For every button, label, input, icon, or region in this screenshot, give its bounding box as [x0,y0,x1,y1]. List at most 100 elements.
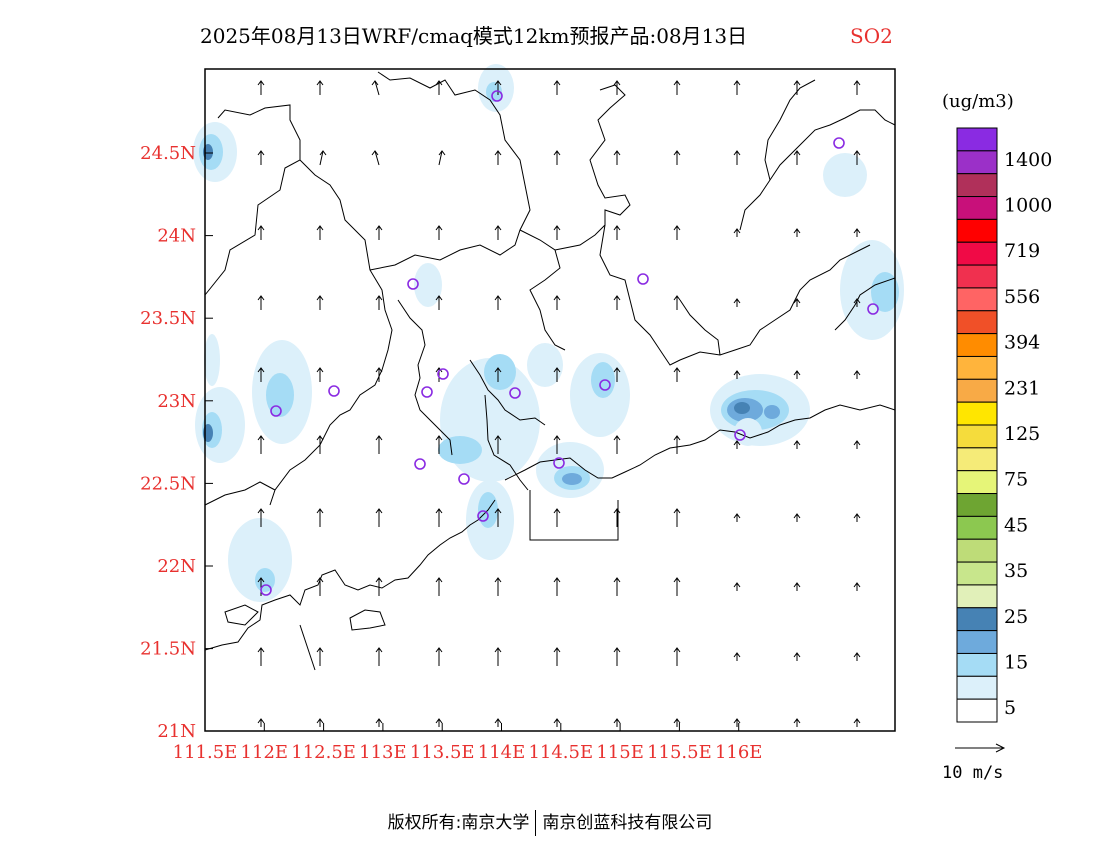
wind-arrow-head [375,295,383,301]
wind-arrow-head [435,367,443,373]
wind-arrow-head [613,647,621,653]
wind-arrow-head [553,577,561,583]
legend-label: 1400 [1004,149,1052,171]
x-tick-label: 112.5E [291,742,356,763]
wind-arrow-head [435,647,443,653]
x-tick-label: 115.5E [647,742,712,763]
wind-arrow-head [793,652,801,658]
wind-arrow-head [494,577,502,583]
wind-arrow-head [553,150,561,156]
wind-arrow-head [435,718,443,724]
wind-arrow-head [494,508,502,514]
y-axis: 24.5N 24N 23.5N 23N 22.5N 22N 21.5N 21N [140,143,213,742]
legend-swatch [956,538,998,563]
legend-colorbar [956,127,998,723]
wind-arrow-head [793,80,801,86]
y-tick-label: 22N [157,556,196,577]
circle-marker-icon [421,386,433,398]
wind-arrow-head [613,435,621,441]
wind-arrow-head [853,513,861,519]
wind-arrow-head [257,647,265,653]
circle-marker-icon [414,458,426,470]
x-tick-label: 112E [241,742,289,763]
wind-arrow-head [673,80,681,86]
legend-swatch [956,355,998,380]
wind-arrow-head [733,80,741,86]
wind-arrow-head [494,718,502,724]
circle-marker-icon [328,385,340,397]
wind-arrow-head [319,150,327,156]
wind-arrow-head [438,150,446,156]
concentration-field [193,64,904,602]
circle-marker-icon [407,278,419,290]
wind-arrow-head [435,295,443,301]
copyright-prefix: 版权所有: [387,813,462,833]
wind-arrow-head [613,367,621,373]
circle-marker-icon [270,405,282,417]
wind-arrow-head [853,582,861,588]
wind-arrow-head [613,150,621,156]
wind-arrow-head [733,582,741,588]
legend-swatch [956,675,998,700]
wind-arrow-head [257,367,265,373]
wind-arrow [374,80,380,96]
legend-swatch [956,127,998,152]
legend-swatch [956,218,998,243]
wind-arrow-head [793,582,801,588]
circle-marker-icon [260,584,272,596]
legend-swatch [956,150,998,175]
legend-swatch [956,607,998,632]
wind-arrow-head [435,577,443,583]
wind-arrow-head [673,367,681,373]
wind-arrow-head [673,577,681,583]
circle-marker-icon [458,473,470,485]
circle-marker-icon [734,429,746,441]
wind-arrow-head [553,295,561,301]
wind-reference: 10 m/s [942,743,1006,783]
legend-swatch [956,424,998,449]
map-area [193,64,904,732]
circle-marker-icon [833,137,845,149]
legend-swatch [956,287,998,312]
x-axis: 111.5E 112E 112.5E 113E 113.5E 114E 114.5E 115E… [173,723,762,763]
wind-arrow-head [435,80,443,86]
wind-vectors [257,80,861,727]
y-tick-label: 21N [157,721,196,742]
wind-arrow-head [316,295,324,301]
legend-swatch [956,652,998,677]
wind-arrow-head [257,508,265,514]
wind-arrow-head [316,367,324,373]
wind-arrow-head [257,80,265,86]
wind-arrow-head [793,150,801,156]
x-tick-label: 114.5E [528,742,593,763]
wind-arrow-head [853,298,861,304]
wind-arrow-head [494,225,502,231]
wind-arrow-head [316,225,324,231]
y-tick-label: 23N [157,391,196,412]
wind-arrow-head [613,295,621,301]
circle-marker-icon [437,368,449,380]
wind-arrow-head [853,228,861,234]
y-tick-label: 24.5N [140,143,196,164]
y-tick-label: 22.5N [140,473,196,494]
wind-arrow-head [375,577,383,583]
wind-arrow-head [494,295,502,301]
copyright-org-nju: 南京大学 [461,813,530,833]
wind-arrow-head [613,577,621,583]
legend-label: 125 [1004,423,1040,445]
wind-reference-label: 10 m/s [942,763,1003,783]
wind-arrow-head [733,228,741,234]
legend-swatch [956,173,998,198]
wind-arrow-head [257,718,265,724]
wind-arrow-head [371,80,379,86]
circle-marker-icon [637,273,649,285]
y-tick-label: 21.5N [140,639,196,660]
legend-swatch [956,196,998,220]
legend-label: 15 [1004,651,1028,673]
legend-label: 556 [1004,286,1040,308]
wind-arrow-head [793,440,801,446]
wind-arrow-head [733,298,741,304]
wind-arrow-head [733,718,741,724]
x-tick-label: 111.5E [173,742,238,763]
